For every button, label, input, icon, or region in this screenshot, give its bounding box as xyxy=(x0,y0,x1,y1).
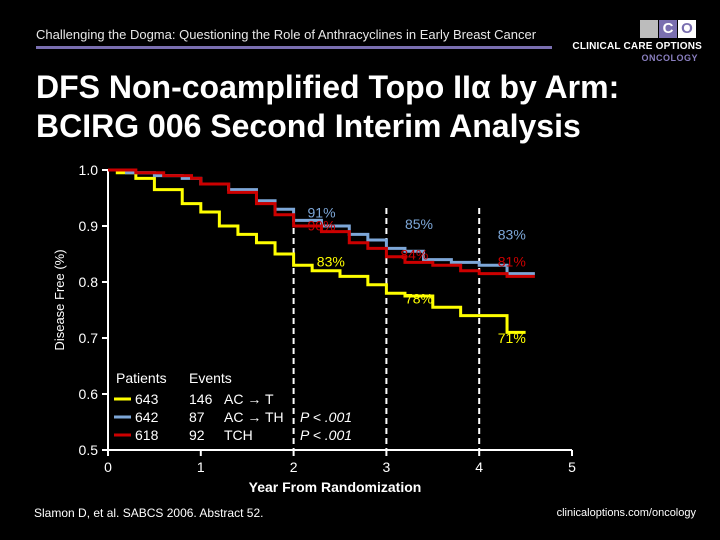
logo-line1: CLINICAL CARE OPTIONS xyxy=(572,41,702,52)
legend-header-patients: Patients xyxy=(116,370,167,386)
logo-box-1: C xyxy=(640,20,658,38)
annotation-label: 83% xyxy=(317,253,345,269)
logo-box-3: O xyxy=(678,20,696,38)
site-url[interactable]: clinicaloptions.com/oncology xyxy=(556,507,696,519)
legend-p-value: P < .001 xyxy=(300,409,352,425)
annotation-label: 90% xyxy=(308,217,336,233)
y-tick-label: 0.8 xyxy=(79,274,99,290)
logo-line2: ONCOLOGY xyxy=(641,53,698,63)
legend-patients: 618 xyxy=(135,427,159,443)
annotation-label: 84% xyxy=(400,247,428,263)
header-rule xyxy=(36,46,552,49)
clinical-care-options-logo: C C O CLINICAL CARE OPTIONS ONCOLOGY xyxy=(572,20,702,64)
annotation-label: 81% xyxy=(498,253,526,269)
legend-header-events: Events xyxy=(189,370,232,386)
legend-arm: AC → T xyxy=(224,391,274,407)
logo-box-2: C xyxy=(659,20,677,38)
slide-title: DFS Non-coamplified Topo IIα by Arm: BCI… xyxy=(36,68,696,146)
annotation-label: 71% xyxy=(498,330,526,346)
header-text: Challenging the Dogma: Questioning the R… xyxy=(36,27,537,42)
x-tick-label: 0 xyxy=(104,459,112,475)
y-tick-label: 0.5 xyxy=(79,442,99,458)
series-line-ac_th xyxy=(108,168,535,276)
legend-arm: AC → TH xyxy=(224,409,284,425)
y-tick-label: 1.0 xyxy=(79,162,99,178)
legend-arm: TCH xyxy=(224,427,253,443)
legend-events: 92 xyxy=(189,427,205,443)
x-tick-label: 2 xyxy=(290,459,298,475)
x-tick-label: 5 xyxy=(568,459,576,475)
y-tick-label: 0.6 xyxy=(79,386,99,402)
annotation-label: 78% xyxy=(405,290,433,306)
y-axis-label: Disease Free (%) xyxy=(52,249,67,350)
annotation-label: 85% xyxy=(405,216,433,232)
annotation-label: 91% xyxy=(308,205,336,221)
legend-patients: 642 xyxy=(135,409,159,425)
y-tick-label: 0.7 xyxy=(79,330,99,346)
x-tick-label: 1 xyxy=(197,459,205,475)
legend-events: 87 xyxy=(189,409,205,425)
title-line1: DFS Non-coamplified Topo IIα by Arm: xyxy=(36,69,620,105)
x-axis-label: Year From Randomization xyxy=(249,479,422,495)
annotation-label: 83% xyxy=(498,226,526,242)
series-line-tch xyxy=(108,168,535,278)
y-tick-label: 0.9 xyxy=(79,218,99,234)
series-line-ac_t xyxy=(108,168,526,334)
legend-p-value: P < .001 xyxy=(300,427,352,443)
citation: Slamon D, et al. SABCS 2006. Abstract 52… xyxy=(34,506,264,520)
title-line2: BCIRG 006 Second Interim Analysis xyxy=(36,108,581,144)
legend-events: 146 xyxy=(189,391,213,407)
logo-boxes: C C O xyxy=(639,20,696,38)
x-tick-label: 3 xyxy=(383,459,391,475)
legend-patients: 643 xyxy=(135,391,159,407)
x-tick-label: 4 xyxy=(475,459,483,475)
